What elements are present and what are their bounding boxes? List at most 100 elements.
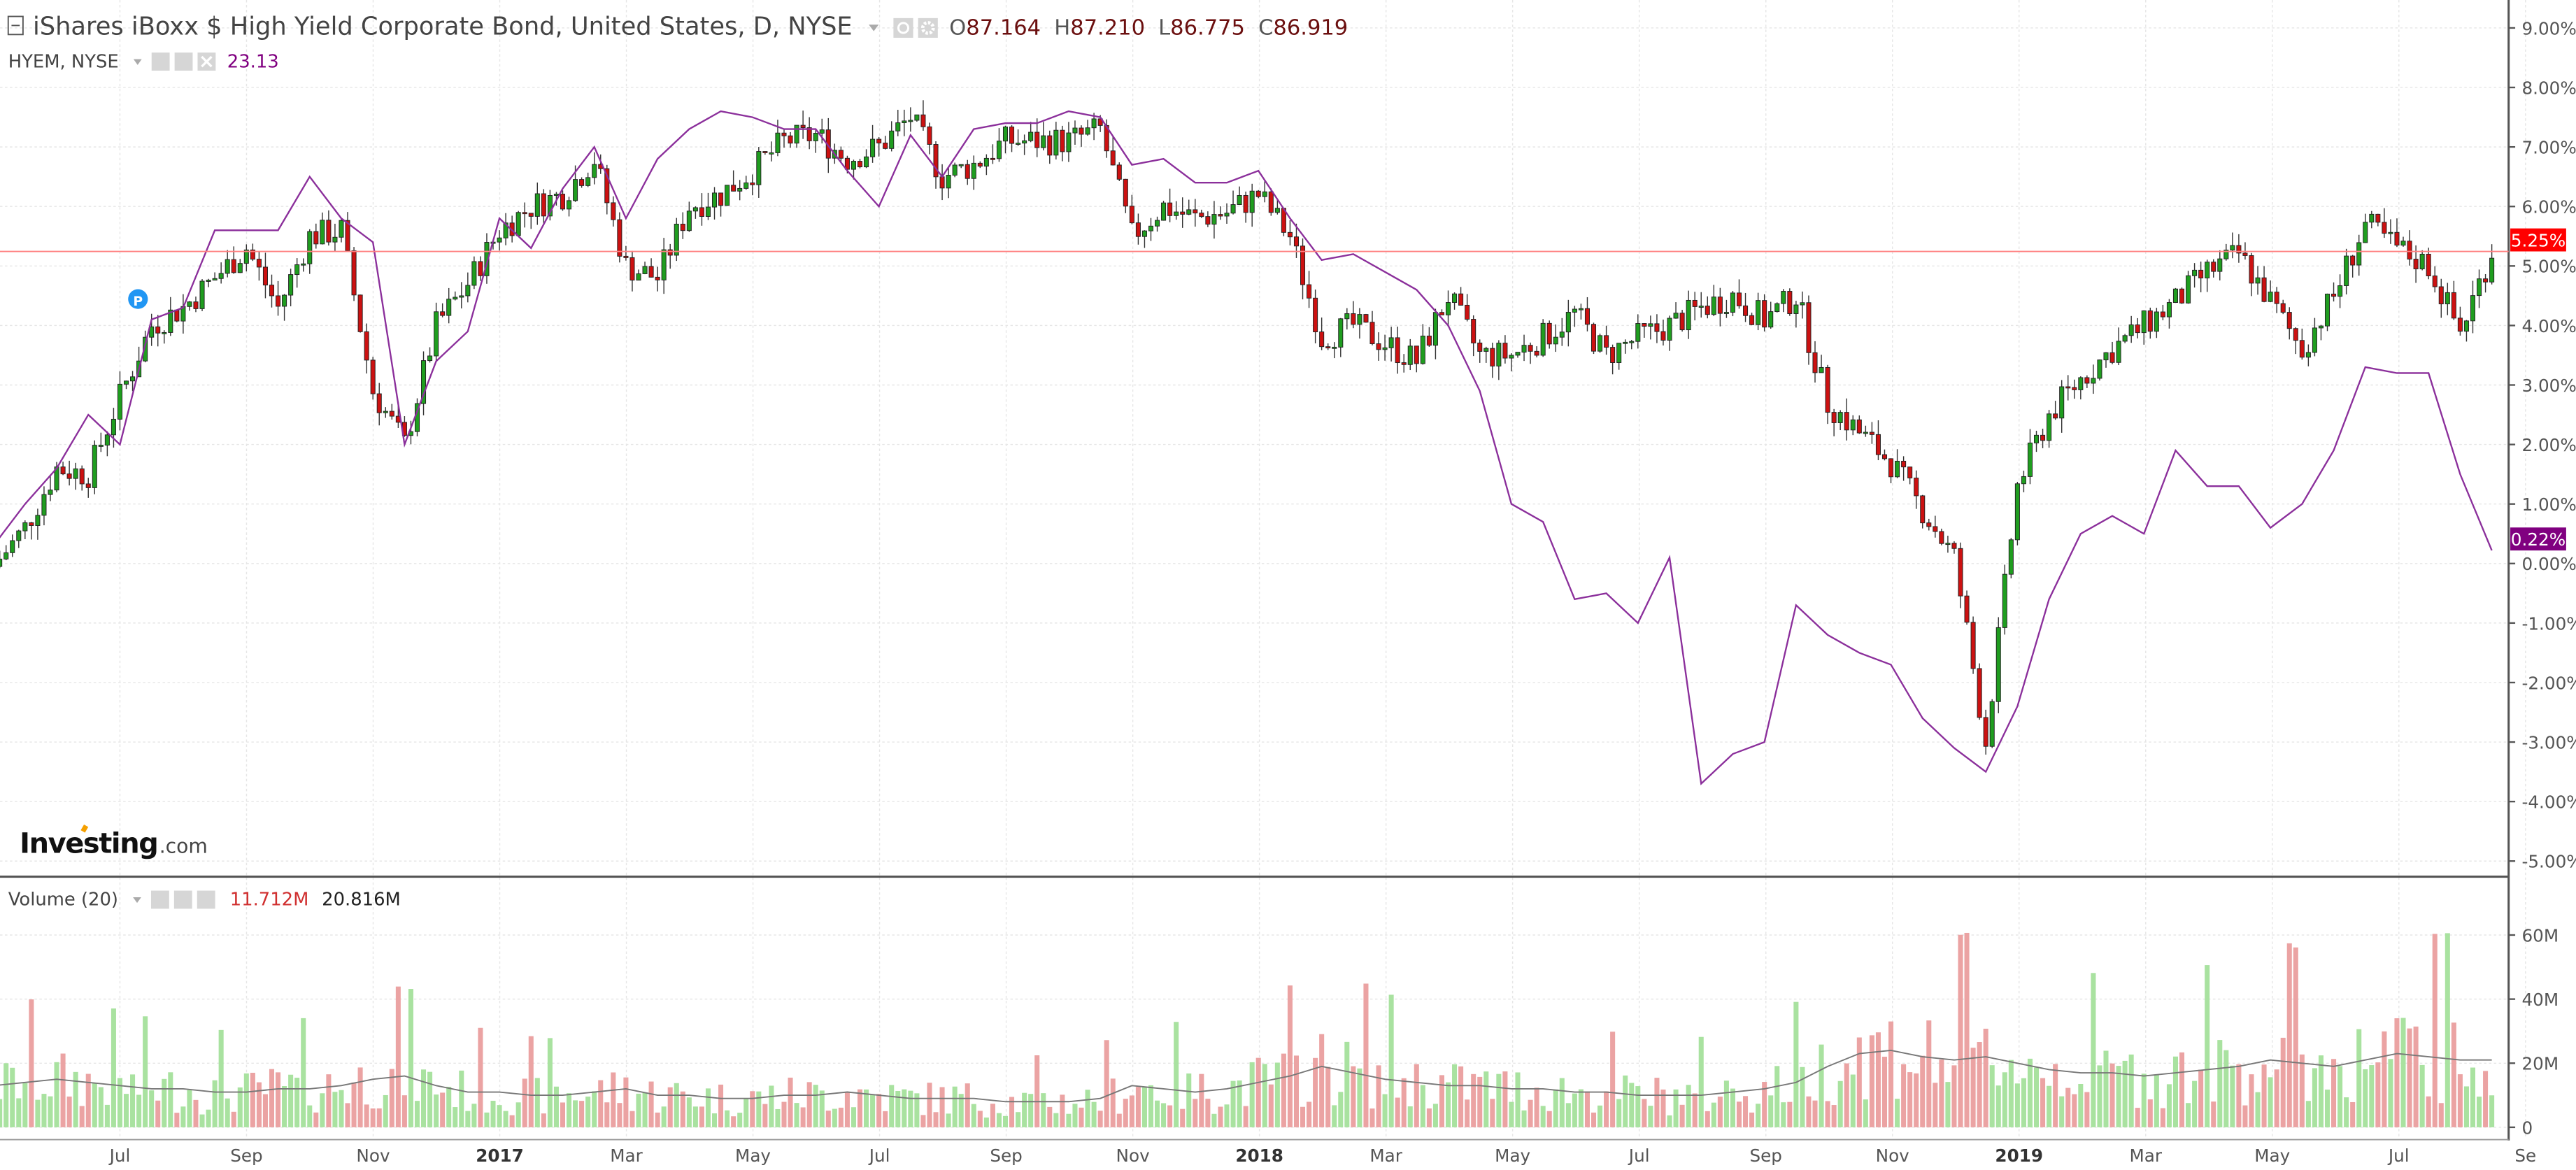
- volume-bar: [1800, 1066, 1805, 1127]
- volume-bar: [446, 1087, 452, 1127]
- volume-dropdown-icon[interactable]: [133, 897, 141, 904]
- candle: [1989, 701, 1995, 747]
- x-tick-label: Nov: [1116, 1146, 1150, 1166]
- candle: [237, 263, 243, 273]
- y-tick-label: 1.00%: [2521, 494, 2576, 515]
- volume-bar: [560, 1102, 566, 1127]
- candle: [2363, 222, 2368, 243]
- volume-bar: [427, 1071, 433, 1127]
- volume-bar: [1395, 1097, 1400, 1127]
- volume-bar: [2230, 1065, 2235, 1127]
- candle: [819, 129, 825, 134]
- volume-bar: [35, 1099, 41, 1127]
- candle: [1800, 302, 1805, 306]
- candle: [1875, 434, 1881, 455]
- volume-bar: [813, 1085, 818, 1127]
- volume-visibility-icon[interactable]: [150, 890, 169, 909]
- volume-bar: [1465, 1099, 1470, 1127]
- candle: [1053, 129, 1059, 156]
- volume-bar: [1452, 1064, 1458, 1127]
- x-tick-label: 2017: [476, 1146, 524, 1166]
- volume-bar: [1085, 1090, 1090, 1127]
- volume-bar: [206, 1109, 211, 1127]
- volume-bar: [2324, 1090, 2331, 1127]
- hyem-last-label: 0.22%: [2511, 529, 2566, 550]
- candle: [623, 255, 629, 258]
- volume-settings-icon[interactable]: [173, 890, 192, 909]
- volume-bar: [1635, 1086, 1641, 1127]
- volume-bar: [1255, 1057, 1261, 1127]
- volume-bar: [648, 1081, 654, 1127]
- candle: [1926, 522, 1932, 527]
- candle: [2002, 573, 2007, 628]
- volume-bar: [60, 1053, 66, 1127]
- candle: [1717, 297, 1723, 314]
- volume-bar: [1553, 1089, 1558, 1127]
- candle: [2116, 341, 2121, 363]
- volume-bar: [1332, 1105, 1337, 1127]
- title-dropdown-icon[interactable]: [869, 24, 879, 31]
- candle: [2407, 241, 2412, 260]
- candle: [22, 522, 28, 532]
- candle: [990, 157, 995, 160]
- compare-visibility-icon[interactable]: [151, 52, 170, 71]
- collapse-icon[interactable]: [7, 15, 24, 36]
- candle: [2128, 324, 2134, 336]
- volume-axis[interactable]: 60M 40M 20M 0: [2508, 925, 2559, 1138]
- candle: [453, 297, 458, 300]
- volume-bar: [1869, 1035, 1874, 1127]
- volume-bar: [1174, 1022, 1179, 1127]
- compare-value: 23.13: [227, 51, 279, 72]
- candle: [364, 331, 369, 361]
- settings-icon[interactable]: [918, 17, 938, 38]
- candle: [674, 223, 679, 256]
- compare-dropdown-icon[interactable]: [133, 59, 142, 65]
- volume-bar: [256, 1082, 262, 1127]
- candle: [2217, 258, 2223, 272]
- volume-bar: [1357, 1068, 1362, 1127]
- volume-bar: [655, 1112, 660, 1127]
- visibility-icon[interactable]: [893, 17, 913, 38]
- candle: [2109, 352, 2115, 363]
- time-axis[interactable]: Jul Sep Nov 2017 Mar May Jul Sep Nov 2018 Mar May Ju…: [108, 1146, 2537, 1166]
- candle: [983, 157, 989, 167]
- volume-bar: [1989, 1065, 1995, 1127]
- last-price-label: 5.25%: [2511, 230, 2566, 250]
- volume-bar: [2084, 1092, 2090, 1127]
- volume-bar: [1667, 1115, 1672, 1127]
- volume-bar: [1009, 1097, 1015, 1127]
- candle: [1072, 127, 1078, 134]
- candle: [617, 219, 622, 257]
- candle: [92, 445, 97, 488]
- candle: [1540, 322, 1546, 356]
- candle: [276, 295, 281, 307]
- volume-bar: [1344, 1041, 1350, 1127]
- volume-bar: [1572, 1093, 1577, 1127]
- candle: [1743, 305, 1749, 316]
- volume-bar: [111, 1008, 116, 1127]
- event-marker[interactable]: P: [128, 289, 148, 309]
- compare-settings-icon[interactable]: [174, 52, 193, 71]
- candle: [2477, 278, 2482, 297]
- candle: [1958, 548, 1963, 597]
- volume-bar: [983, 1117, 989, 1127]
- volume-legend: Volume (20) 11.712M 20.816M: [8, 890, 401, 911]
- candle: [174, 309, 180, 322]
- volume-close-icon[interactable]: [197, 890, 215, 909]
- volume-bar: [408, 989, 413, 1127]
- candle: [2236, 245, 2242, 254]
- volume-bar: [2350, 1101, 2356, 1127]
- candle: [611, 202, 616, 220]
- candle: [98, 445, 104, 447]
- candle: [2047, 413, 2052, 441]
- candle: [794, 124, 799, 144]
- candle: [2274, 292, 2279, 304]
- candle: [288, 274, 294, 296]
- candle: [79, 468, 85, 485]
- volume-bar: [1920, 1055, 1926, 1127]
- candle: [471, 261, 477, 286]
- price-axis[interactable]: 9.00% 8.00% 7.00% 6.00% 5.00% 4.00% 3.00% 2.00%…: [2508, 18, 2576, 872]
- candle: [1382, 347, 1388, 350]
- volume-bar: [699, 1106, 704, 1127]
